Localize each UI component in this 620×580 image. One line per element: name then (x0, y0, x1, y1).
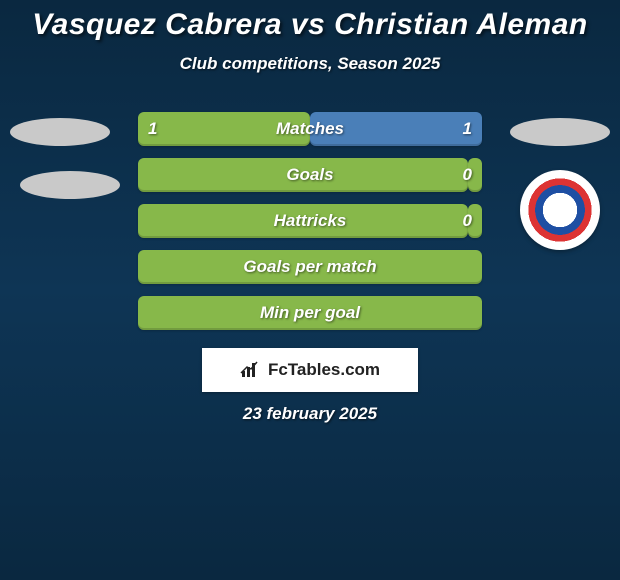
stat-bars: Matches11Goals0Hattricks0Goals per match… (138, 112, 482, 342)
date-label: 23 february 2025 (0, 404, 620, 424)
stat-value-right: 0 (463, 158, 472, 192)
subtitle: Club competitions, Season 2025 (0, 54, 620, 74)
club-left-placeholder (20, 171, 120, 199)
stat-label: Hattricks (138, 204, 482, 238)
stat-value-right: 0 (463, 204, 472, 238)
branding-label: FcTables.com (268, 360, 380, 380)
chart-icon (240, 361, 262, 379)
club-right-badge (520, 170, 600, 250)
stat-label: Matches (138, 112, 482, 146)
stat-row: Goals0 (138, 158, 482, 192)
club-badge-icon (528, 178, 592, 242)
stat-row: Goals per match (138, 250, 482, 284)
stat-row: Min per goal (138, 296, 482, 330)
player-right-placeholder (510, 118, 610, 146)
stat-label: Goals per match (138, 250, 482, 284)
stat-label: Goals (138, 158, 482, 192)
stat-value-left: 1 (148, 112, 157, 146)
stat-label: Min per goal (138, 296, 482, 330)
stat-row: Hattricks0 (138, 204, 482, 238)
branding-box: FcTables.com (202, 348, 418, 392)
comparison-panel: Matches11Goals0Hattricks0Goals per match… (0, 118, 620, 418)
player-left-placeholder (10, 118, 110, 146)
page-title: Vasquez Cabrera vs Christian Aleman (0, 0, 620, 42)
stat-row: Matches1 1 (138, 112, 482, 146)
stat-value-right: 1 (463, 112, 472, 146)
